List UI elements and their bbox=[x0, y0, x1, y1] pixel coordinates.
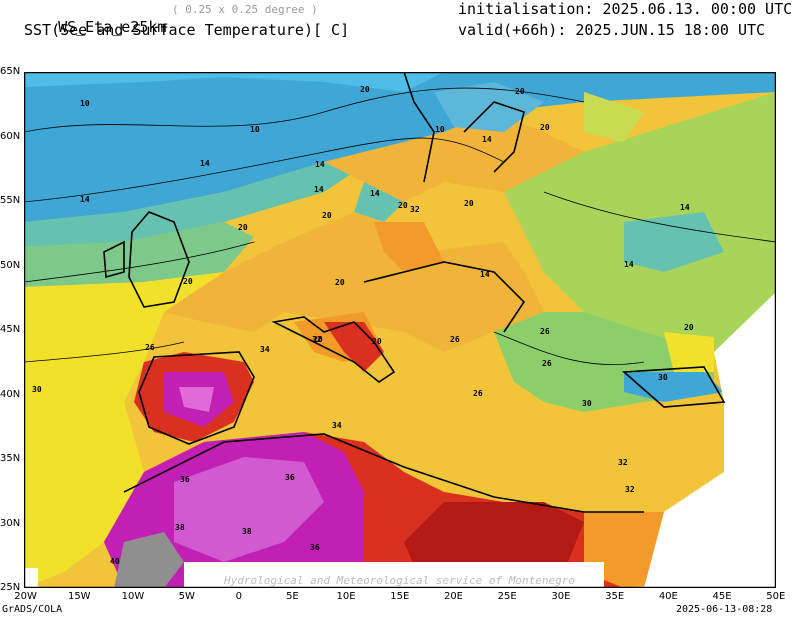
lon-tick-label: 25E bbox=[497, 591, 517, 602]
field-name: SST(See and Surface Temperature)[ C] bbox=[24, 21, 350, 39]
contour-label: 40 bbox=[110, 557, 120, 566]
contour-label: 20 bbox=[540, 123, 550, 132]
lon-tick-label: 5W bbox=[178, 591, 195, 602]
lon-tick-label: 15W bbox=[67, 591, 91, 602]
contour-label: 10 bbox=[250, 125, 260, 134]
mediterranean bbox=[164, 342, 724, 512]
contour-label: 14 bbox=[624, 260, 634, 269]
lon-tick-label: 20W bbox=[14, 591, 37, 602]
contour-label: 20 bbox=[360, 85, 370, 94]
contour-label: 20 bbox=[464, 199, 474, 208]
contour-label: 14 bbox=[80, 195, 90, 204]
lon-tick-label: 15E bbox=[390, 591, 410, 602]
lat-tick-label: 45N bbox=[0, 324, 21, 335]
contour-label: 20 bbox=[372, 337, 382, 346]
contour-label: 14 bbox=[370, 189, 380, 198]
contour-label: 32 bbox=[410, 205, 420, 214]
contour-label: 36 bbox=[180, 475, 190, 484]
contour-label: 14 bbox=[482, 135, 492, 144]
lat-tick-label: 60N bbox=[0, 130, 21, 142]
contour-label: 26 bbox=[542, 359, 552, 368]
map-frame bbox=[23, 71, 777, 589]
lon-tick-label: 0 bbox=[235, 591, 242, 602]
contour-label: 14 bbox=[200, 159, 210, 168]
contour-label: 30 bbox=[582, 399, 592, 408]
contour-label: 20 bbox=[238, 223, 248, 232]
lon-tick-label: 45E bbox=[712, 591, 732, 602]
sst-map: 10 10 10 14 14 14 14 14 14 14 14 14 20 20 20 20 20 20 20 20… bbox=[23, 71, 777, 589]
contour-label: 26 bbox=[145, 343, 155, 352]
contour-label: 14 bbox=[315, 160, 325, 169]
contour-label: 26 bbox=[473, 389, 483, 398]
contour-label: 26 bbox=[540, 327, 550, 336]
lon-tick-label: 5E bbox=[286, 591, 299, 602]
contour-label: 10 bbox=[435, 125, 445, 134]
contour-label: 20 bbox=[335, 278, 345, 287]
lon-tick-label: 20E bbox=[443, 591, 463, 602]
contour-label: 14 bbox=[480, 270, 490, 279]
lon-tick-label: 10W bbox=[121, 591, 145, 602]
lat-tick-label: 30N bbox=[0, 517, 21, 529]
contour-label: 32 bbox=[312, 335, 322, 344]
contour-label: 10 bbox=[80, 99, 90, 108]
lat-tick-label: 40N bbox=[0, 388, 21, 400]
model-label: WS_Eta_e25km bbox=[58, 18, 167, 36]
contour-label: 14 bbox=[314, 185, 324, 194]
warm-band bbox=[24, 272, 224, 442]
contour-label: 20 bbox=[322, 211, 332, 220]
contour-labels: 10 10 10 14 14 14 14 14 14 14 14 14 20 20 20 20 20 20 20 20… bbox=[32, 85, 694, 566]
lon-tick-label: 10E bbox=[336, 591, 356, 602]
contour-label: 32 bbox=[618, 458, 628, 467]
lat-tick-label: 55N bbox=[0, 195, 21, 206]
coastlines bbox=[103, 71, 726, 513]
contour-label: 26 bbox=[450, 335, 460, 344]
contour-label: 34 bbox=[332, 421, 342, 430]
model-name: WS_Eta_e25km bbox=[40, 0, 166, 36]
contour-label: 20 bbox=[684, 323, 694, 332]
lat-tick-label: 25N bbox=[0, 582, 21, 593]
footer-credit: GrADS/COLA bbox=[2, 604, 63, 615]
lon-tick-label: 40E bbox=[658, 591, 678, 602]
isotherms bbox=[23, 87, 777, 365]
contour-label: 20 bbox=[398, 201, 408, 210]
contour-label: 30 bbox=[32, 385, 42, 394]
lat-tick-label: 50N bbox=[0, 259, 21, 271]
sst-map-canvas: 10 10 10 14 14 14 14 14 14 14 14 14 20 20 20 20 20 20 20 20… bbox=[23, 71, 777, 589]
lon-tick-label: 35E bbox=[605, 591, 625, 602]
cold-band bbox=[24, 72, 776, 222]
contour-label: 32 bbox=[625, 485, 635, 494]
contour-label: 20 bbox=[313, 335, 323, 344]
valid-time: valid(+66h): 2025.JUN.15 18:00 UTC bbox=[458, 21, 766, 39]
contour-label: 14 bbox=[680, 203, 690, 212]
contour-label: 30 bbox=[658, 373, 668, 382]
lat-tick-label: 65N bbox=[0, 66, 21, 77]
contour-label: 38 bbox=[175, 523, 185, 532]
contour-label: 38 bbox=[242, 527, 252, 536]
lon-tick-label: 30E bbox=[551, 591, 571, 602]
contour-label: 36 bbox=[310, 543, 320, 552]
contour-label: 36 bbox=[285, 473, 295, 482]
lat-tick-label: 35N bbox=[0, 453, 21, 464]
contour-label: 34 bbox=[260, 345, 270, 354]
contour-label: 20 bbox=[515, 87, 525, 96]
footer-timestamp: 2025-06-13-08:28 bbox=[676, 604, 773, 615]
init-time: initialisation: 2025.06.13. 00:00 UTC bbox=[458, 0, 793, 18]
watermark: Hydrological and Meteorological service … bbox=[223, 574, 575, 587]
resolution-note: ( 0.25 x 0.25 degree ) bbox=[172, 3, 318, 16]
contour-label: 20 bbox=[183, 277, 193, 286]
lon-tick-label: 50E bbox=[766, 591, 786, 602]
